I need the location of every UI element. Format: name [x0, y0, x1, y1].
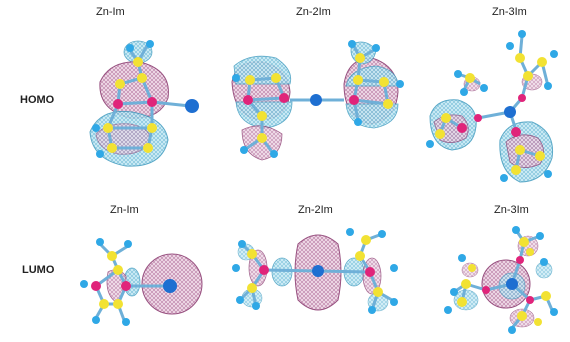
row-label-lumo: LUMO: [22, 264, 55, 276]
zinc-atom: [163, 279, 177, 293]
atoms: [232, 228, 398, 314]
panel-title-lumo-zn-3im: Zn-3Im: [494, 204, 529, 216]
lumo-zn-im-molecule: [80, 238, 203, 326]
panel-title-homo-zn-2im: Zn-2Im: [296, 6, 331, 18]
lumo-zn-3im-molecule: [444, 226, 558, 334]
lobe-positive: [271, 257, 293, 287]
homo-zn-2im-molecule: [231, 40, 404, 161]
zinc-atom: [312, 265, 324, 277]
atoms: [426, 30, 558, 182]
zinc-atom: [185, 99, 199, 113]
homo-zn-3im-molecule: [426, 30, 558, 183]
panel-title-lumo-zn-2im: Zn-2Im: [298, 204, 333, 216]
atoms: [92, 40, 199, 158]
atoms: [80, 238, 177, 326]
atoms: [232, 40, 404, 158]
homo-zn-im-molecule: [89, 40, 199, 167]
panel-title-lumo-zn-im: Zn-Im: [110, 204, 139, 216]
row-label-homo: HOMO: [20, 94, 55, 106]
zinc-atom: [310, 94, 322, 106]
panel-title-homo-zn-3im: Zn-3Im: [492, 6, 527, 18]
lumo-zn-2im-molecule: [232, 228, 398, 314]
atoms: [444, 226, 558, 334]
zinc-atom: [506, 278, 518, 290]
zinc-atom: [504, 106, 516, 118]
panel-title-homo-zn-im: Zn-Im: [96, 6, 125, 18]
lobe-negative: [99, 61, 169, 119]
